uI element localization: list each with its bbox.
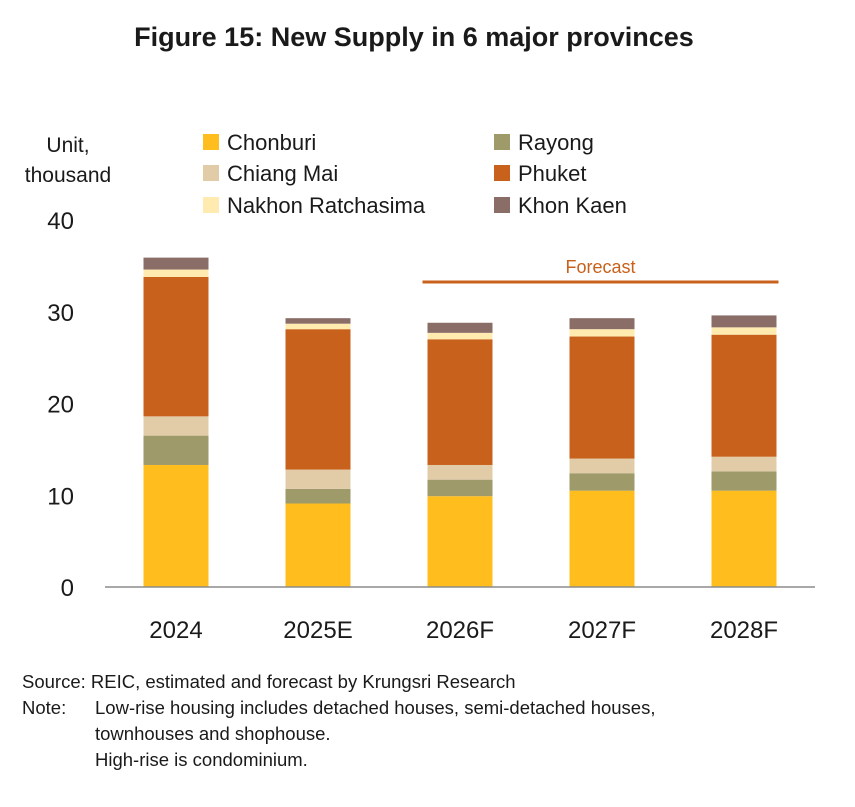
bar-chiang-mai-2025e <box>285 469 351 489</box>
source-text: Source: REIC, estimated and forecast by … <box>22 671 516 692</box>
note-label: Note: <box>22 697 67 718</box>
bar-chonburi-2024 <box>143 464 209 587</box>
x-tick-2028f: 2028F <box>710 617 778 644</box>
y-tick-40: 40 <box>47 208 74 235</box>
legend-label-chiang-mai: Chiang Mai <box>227 161 338 186</box>
note-row: Note: Low-rise housing includes detached … <box>22 695 842 721</box>
bar-chonburi-2028f <box>711 490 777 587</box>
forecast-annotation: Forecast <box>422 257 779 284</box>
bar-rayong-2028f <box>711 471 777 491</box>
bar-chiang-mai-2026f <box>427 464 493 480</box>
bar-chiang-mai-2024 <box>143 416 209 436</box>
x-tick-2025e: 2025E <box>283 617 352 644</box>
bar-rayong-2025e <box>285 488 351 504</box>
bar-phuket-2026f <box>427 339 493 465</box>
chart-svg: Figure 15: New Supply in 6 major provinc… <box>25 22 815 644</box>
x-axis-ticks: 2024 2025E 2026F 2027F 2028F <box>149 617 778 644</box>
bar-chonburi-2026f <box>427 496 493 587</box>
legend-swatch-phuket <box>494 165 510 181</box>
bar-chonburi-2027f <box>569 490 635 587</box>
legend-item-rayong: Rayong <box>494 130 594 155</box>
legend-item-phuket: Phuket <box>494 161 587 186</box>
bar-stack-2027f <box>569 318 635 587</box>
bar-nakhon-ratchasima-2025e <box>285 323 351 330</box>
legend-label-nakhon-ratchasima: Nakhon Ratchasima <box>227 193 426 218</box>
bar-khon-kaen-2028f <box>711 315 777 328</box>
note-line-1: Low-rise housing includes detached house… <box>95 697 656 718</box>
y-tick-30: 30 <box>47 300 74 327</box>
bar-nakhon-ratchasima-2024 <box>143 269 209 277</box>
bar-khon-kaen-2026f <box>427 322 493 333</box>
legend-swatch-chiang-mai <box>203 165 219 181</box>
bar-chiang-mai-2027f <box>569 458 635 474</box>
legend-item-chiang-mai: Chiang Mai <box>203 161 338 186</box>
bar-khon-kaen-2027f <box>569 318 635 330</box>
x-tick-2027f: 2027F <box>568 617 636 644</box>
notes-block: Source: REIC, estimated and forecast by … <box>22 669 842 773</box>
bar-phuket-2028f <box>711 334 777 457</box>
legend-item-nakhon-ratchasima: Nakhon Ratchasima <box>203 193 426 218</box>
bar-stack-2026f <box>427 322 493 587</box>
bar-phuket-2025e <box>285 329 351 470</box>
x-tick-2024: 2024 <box>149 617 202 644</box>
legend-label-phuket: Phuket <box>518 161 587 186</box>
bar-stack-2028f <box>711 315 777 587</box>
legend-label-chonburi: Chonburi <box>227 130 316 155</box>
legend-swatch-rayong <box>494 134 510 150</box>
bars <box>143 257 777 587</box>
y-tick-0: 0 <box>61 575 74 602</box>
y-axis-label-line1: Unit, <box>46 134 89 157</box>
bar-stack-2025e <box>285 318 351 587</box>
note-line-2: townhouses and shophouse. <box>95 723 331 744</box>
legend-swatch-khon-kaen <box>494 197 510 213</box>
chart-title: Figure 15: New Supply in 6 major provinc… <box>134 22 694 52</box>
y-axis-ticks: 0 10 20 30 40 <box>47 208 74 602</box>
y-axis-label-line2: thousand <box>25 164 111 187</box>
bar-chiang-mai-2028f <box>711 456 777 472</box>
legend-item-chonburi: Chonburi <box>203 130 316 155</box>
bar-stack-2024 <box>143 257 209 587</box>
bar-chonburi-2025e <box>285 503 351 587</box>
legend: Chonburi Rayong Chiang Mai Phuket Nakhon Rat… <box>203 130 627 218</box>
bar-nakhon-ratchasima-2028f <box>711 327 777 335</box>
bar-phuket-2024 <box>143 276 209 417</box>
legend-swatch-nakhon-ratchasima <box>203 197 219 213</box>
bar-rayong-2024 <box>143 435 209 465</box>
legend-swatch-chonburi <box>203 134 219 150</box>
legend-item-khon-kaen: Khon Kaen <box>494 193 627 218</box>
bar-khon-kaen-2025e <box>285 318 351 324</box>
forecast-label: Forecast <box>565 257 635 277</box>
note-line-3: High-rise is condominium. <box>95 749 308 770</box>
bar-rayong-2026f <box>427 479 493 497</box>
y-tick-10: 10 <box>47 483 74 510</box>
y-tick-20: 20 <box>47 392 74 419</box>
x-tick-2026f: 2026F <box>426 617 494 644</box>
bar-nakhon-ratchasima-2026f <box>427 332 493 340</box>
legend-label-khon-kaen: Khon Kaen <box>518 193 627 218</box>
bar-khon-kaen-2024 <box>143 257 209 270</box>
legend-label-rayong: Rayong <box>518 130 594 155</box>
bar-phuket-2027f <box>569 336 635 459</box>
bar-rayong-2027f <box>569 473 635 491</box>
bar-nakhon-ratchasima-2027f <box>569 329 635 337</box>
